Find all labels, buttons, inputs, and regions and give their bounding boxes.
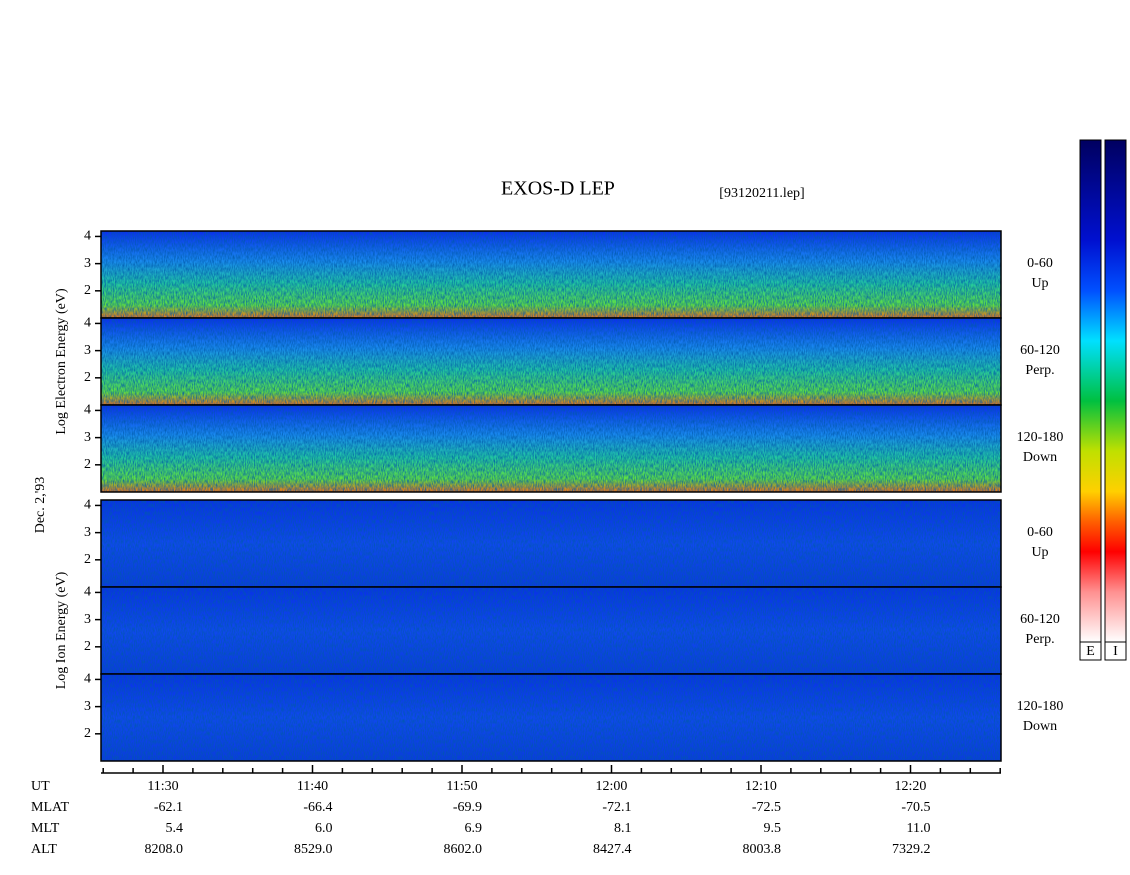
row-value: -70.5 <box>901 800 930 815</box>
colorbar <box>1104 139 1127 643</box>
y-tick-label: 2 <box>84 726 91 741</box>
row-label: MLAT <box>31 800 70 815</box>
panel-angle: 0-60 <box>1027 525 1053 540</box>
row-value: 8529.0 <box>294 842 333 857</box>
panel-angle: 120-180 <box>1017 430 1064 445</box>
colorbar-label: E <box>1086 644 1095 659</box>
y-tick-label: 2 <box>84 552 91 567</box>
spectrogram-texture <box>101 587 1001 674</box>
y-tick-label: 4 <box>84 585 91 600</box>
spectrogram-texture <box>101 674 1001 761</box>
panel-direction: Perp. <box>1025 632 1054 647</box>
panel-direction: Up <box>1031 276 1048 291</box>
spectrogram-texture <box>101 231 1001 318</box>
row-value: 5.4 <box>166 821 184 836</box>
panel-angle: 60-120 <box>1020 343 1060 358</box>
y-tick-label: 4 <box>84 403 91 418</box>
file-name: [93120211.lep] <box>719 186 804 201</box>
y-tick-label: 3 <box>84 525 91 540</box>
spectrogram-texture <box>101 318 1001 405</box>
row-value: -66.4 <box>303 800 332 815</box>
row-value: 11:40 <box>297 779 328 794</box>
row-value: 12:10 <box>745 779 777 794</box>
y-tick-label: 3 <box>84 699 91 714</box>
date-label: Dec. 2,'93 <box>33 477 48 534</box>
colorbar-label-box <box>1079 641 1102 661</box>
row-label: MLT <box>31 821 60 836</box>
y-tick-label: 2 <box>84 639 91 654</box>
row-label: UT <box>31 779 50 794</box>
colorbar-label: I <box>1113 644 1118 659</box>
row-value: 11:50 <box>446 779 477 794</box>
y-axis-label: Log Electron Energy (eV) <box>54 288 69 435</box>
row-value: -72.1 <box>602 800 631 815</box>
y-tick-label: 2 <box>84 457 91 472</box>
row-value: 9.5 <box>764 821 782 836</box>
row-value: 6.9 <box>465 821 483 836</box>
spectrogram-texture <box>101 500 1001 587</box>
y-axis-label: Log Ion Energy (eV) <box>54 571 69 689</box>
y-tick-label: 2 <box>84 283 91 298</box>
chart-title: EXOS-D LEP <box>501 178 615 200</box>
panel-direction: Down <box>1023 719 1057 734</box>
colorbar <box>1079 139 1102 643</box>
row-value: 8003.8 <box>743 842 782 857</box>
row-value: 8602.0 <box>444 842 483 857</box>
panel-direction: Up <box>1031 545 1048 560</box>
colorbar-label-box <box>1104 641 1127 661</box>
y-tick-label: 4 <box>84 229 91 244</box>
y-tick-label: 2 <box>84 370 91 385</box>
row-value: 8427.4 <box>593 842 632 857</box>
row-value: -72.5 <box>752 800 781 815</box>
row-value: -62.1 <box>154 800 183 815</box>
row-value: 12:20 <box>895 779 927 794</box>
spectrogram-texture <box>101 405 1001 492</box>
y-tick-label: 3 <box>84 343 91 358</box>
row-value: 8.1 <box>614 821 632 836</box>
panel-frame <box>100 404 1002 493</box>
y-tick-label: 4 <box>84 498 91 513</box>
y-tick-label: 3 <box>84 256 91 271</box>
panel-direction: Down <box>1023 450 1057 465</box>
row-value: 11:30 <box>147 779 178 794</box>
row-value: 12:00 <box>596 779 628 794</box>
y-tick-label: 4 <box>84 316 91 331</box>
row-value: -69.9 <box>453 800 482 815</box>
panel-frame <box>100 673 1002 762</box>
panel-angle: 120-180 <box>1017 699 1064 714</box>
row-label: ALT <box>31 842 57 857</box>
row-value: 11.0 <box>907 821 931 836</box>
row-value: 8208.0 <box>145 842 184 857</box>
row-value: 7329.2 <box>892 842 931 857</box>
row-value: 6.0 <box>315 821 333 836</box>
y-tick-label: 3 <box>84 612 91 627</box>
panel-angle: 60-120 <box>1020 612 1060 627</box>
panel-direction: Perp. <box>1025 363 1054 378</box>
panel-angle: 0-60 <box>1027 256 1053 271</box>
y-tick-label: 4 <box>84 672 91 687</box>
y-tick-label: 3 <box>84 430 91 445</box>
